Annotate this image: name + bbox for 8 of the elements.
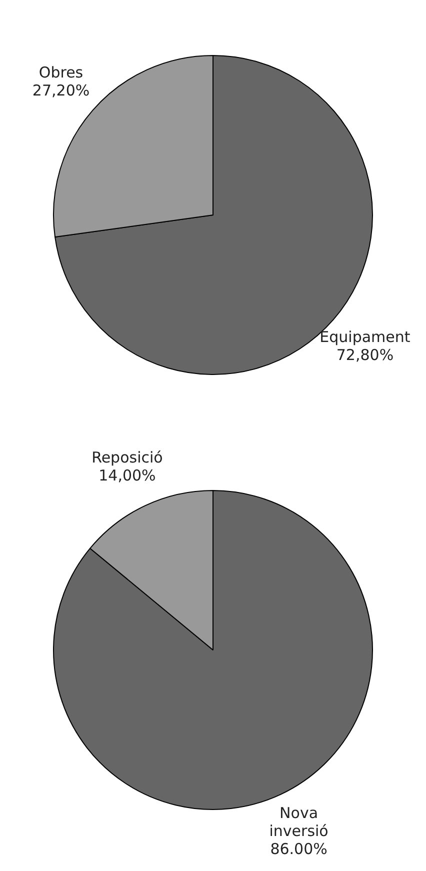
data-label: 14,00%	[98, 466, 156, 485]
data-label: 86.00%	[270, 840, 328, 858]
slice-label: Obres	[38, 64, 84, 82]
data-label: 27,20%	[32, 82, 90, 100]
data-label: 72,80%	[336, 346, 394, 364]
slice-label: Equipament	[320, 328, 410, 346]
slice-label: Nova inversió	[269, 804, 328, 840]
slice-label: Reposició	[92, 448, 163, 467]
